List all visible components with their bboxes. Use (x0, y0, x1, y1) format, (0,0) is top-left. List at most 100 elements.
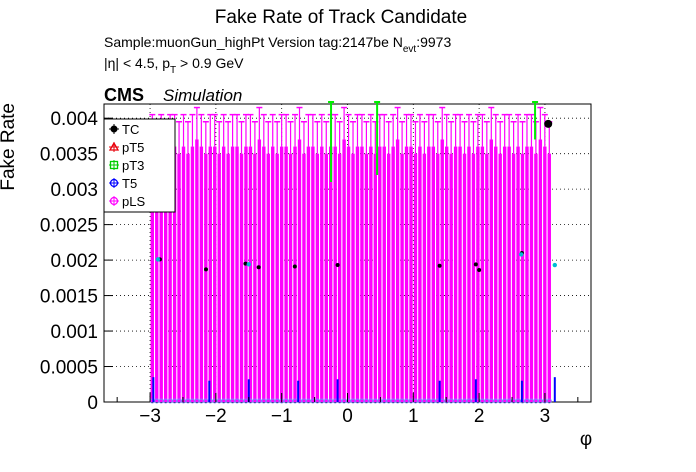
pls-bar (507, 146, 511, 402)
pls-bar (329, 146, 333, 402)
pls-bar (297, 139, 302, 402)
legend-marker (108, 141, 120, 151)
sample-text: Sample:muonGun_highPt Version tag:2147be… (104, 34, 403, 50)
pls-bar (320, 146, 324, 402)
pls-bar (418, 146, 422, 402)
pls-bar (213, 146, 217, 402)
pls-bar (181, 146, 186, 402)
pls-bar (342, 139, 346, 402)
pls-bar (293, 146, 297, 402)
pls-bar (458, 146, 462, 402)
pls-bar (382, 146, 386, 402)
pls-bar (462, 153, 467, 402)
legend-label: pT5 (122, 140, 144, 155)
x-tick-label: 1 (408, 406, 419, 427)
nevt-value: :9973 (416, 34, 451, 50)
pls-bar (155, 153, 159, 402)
pls-bar (431, 146, 436, 402)
pls-bar (427, 146, 431, 402)
tc-point (335, 263, 340, 268)
t5-series (152, 377, 556, 402)
nevt-subscript: evt (403, 44, 417, 55)
pls-bar (163, 153, 168, 402)
pls-bar (404, 146, 409, 402)
pls-bar (271, 146, 275, 402)
x-tick-label: −3 (139, 406, 161, 427)
cyan-points (155, 252, 558, 268)
pls-bar (467, 146, 471, 402)
pt3-series (328, 101, 539, 183)
pls-bar (177, 153, 181, 402)
cut-text-pre: |η| < 4.5, p (104, 55, 170, 71)
pls-bar (315, 153, 320, 402)
pls-bar (502, 146, 507, 402)
tc-point (544, 119, 553, 128)
x-tick-label: −2 (205, 406, 227, 427)
pls-bar (498, 153, 502, 402)
pls-bar (199, 146, 204, 402)
simulation-label: Simulation (163, 86, 242, 105)
tc-point (204, 267, 209, 272)
y-tick-label: 0 (87, 393, 98, 414)
pls-series (149, 106, 553, 404)
pls-bar (324, 153, 328, 402)
pls-bar (239, 153, 244, 402)
pls-bar (172, 146, 177, 402)
x-tick-label: 3 (540, 406, 551, 427)
pls-bar (529, 146, 534, 402)
y-axis-title: Fake Rate (0, 103, 19, 191)
pls-bar (217, 153, 221, 402)
pls-bar (391, 146, 395, 402)
y-tick-label: 0.001 (50, 322, 98, 343)
cyan-point (552, 262, 558, 268)
pls-bar (306, 146, 311, 402)
tc-point (292, 264, 297, 269)
pls-bar (257, 139, 262, 402)
pls-bar (244, 146, 248, 402)
pls-bar (195, 139, 199, 402)
pls-bar (422, 153, 427, 402)
pls-bar (440, 139, 444, 402)
pls-bar (355, 146, 360, 402)
pls-bar (520, 153, 525, 402)
pls-bar (159, 146, 163, 402)
pls-bar (275, 153, 279, 402)
pls-bar (480, 146, 485, 402)
pls-bar (543, 146, 547, 402)
legend-label: T5 (122, 176, 137, 191)
pls-bar (364, 153, 369, 402)
tc-series (157, 119, 553, 273)
pls-bar (413, 153, 418, 402)
pls-bar (302, 153, 306, 402)
pls-bar (262, 146, 266, 402)
legend-marker (109, 178, 119, 188)
pls-bar (476, 146, 480, 402)
pls-bar (360, 146, 364, 402)
legend-label: pT3 (122, 158, 144, 173)
legend: TC pT5 pT3 T5 pLS (103, 118, 176, 213)
legend-label: pLS (122, 194, 145, 209)
pls-bar (190, 146, 195, 402)
pls-bar (230, 146, 235, 402)
pls-bar (387, 153, 391, 402)
tc-point (473, 262, 478, 267)
pls-bar (373, 153, 378, 402)
pls-bar (400, 153, 404, 402)
tc-point (437, 263, 442, 268)
pls-baseline-marker (546, 398, 552, 404)
pls-bar (346, 146, 351, 402)
pls-bar (333, 146, 337, 402)
pls-bar (279, 146, 284, 402)
pls-bar (311, 146, 315, 402)
pls-bar (150, 146, 154, 402)
pls-bar (288, 153, 293, 402)
pls-bar (186, 153, 190, 402)
pls-bar (337, 153, 342, 402)
pls-bar (395, 139, 400, 402)
y-tick-label: 0.003 (50, 180, 98, 201)
pls-bar (378, 146, 382, 402)
pls-bar (547, 153, 551, 402)
x-tick-label: 2 (474, 406, 485, 427)
pls-bar (494, 146, 498, 402)
